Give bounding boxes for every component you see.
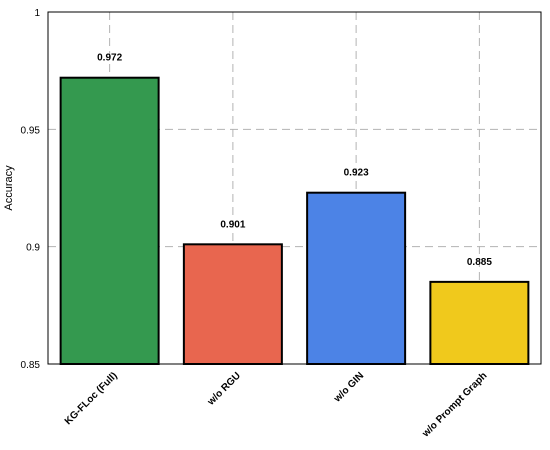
- value-label-3: 0.885: [467, 257, 492, 268]
- bar-2: [306, 191, 407, 365]
- plot-frame: [47, 11, 542, 365]
- x-ticks: KG-FLoc (Full) w/o RGU w/o GIN w/o Prompt G…: [63, 370, 490, 440]
- y-tick-label-0: 0.85: [21, 360, 41, 371]
- y-ticks: 0.85 0.9 0.95 1: [21, 8, 41, 371]
- bar-1: [182, 243, 283, 366]
- bar-3: [429, 280, 530, 365]
- value-label-1: 0.901: [220, 219, 245, 230]
- y-tick-label-2: 0.95: [21, 125, 41, 136]
- y-axis-title: Accuracy: [3, 165, 15, 211]
- x-tick-label-1: w/o RGU: [205, 370, 243, 408]
- y-tick-label-1: 0.9: [26, 243, 40, 254]
- bar-0: [59, 76, 160, 365]
- value-label-2: 0.923: [344, 168, 369, 179]
- x-tick-label-0: KG-FLoc (Full): [63, 370, 120, 427]
- x-tick-label-3: w/o Prompt Graph: [420, 370, 490, 440]
- y-tick-label-3: 1: [34, 8, 40, 19]
- value-label-0: 0.972: [97, 53, 122, 64]
- value-labels: 0.972 0.901 0.923 0.885: [97, 53, 492, 268]
- bars: [59, 76, 530, 366]
- x-tick-label-2: w/o GIN: [331, 370, 366, 405]
